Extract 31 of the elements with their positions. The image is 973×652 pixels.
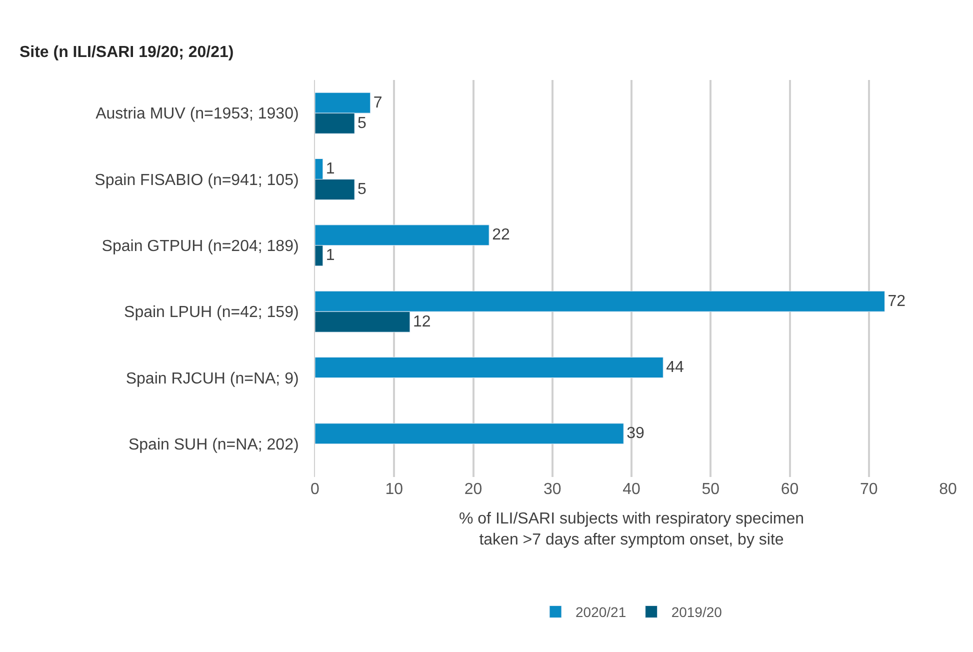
y-tick-label: Spain GTPUH (n=204; 189) <box>102 238 299 256</box>
bar <box>315 423 624 444</box>
x-tick-label: 50 <box>702 481 720 498</box>
data-label: 72 <box>888 292 906 310</box>
data-label: 12 <box>412 313 431 330</box>
data-label: 44 <box>666 358 684 376</box>
data-label: 5 <box>358 181 367 198</box>
y-tick-label: Austria MUV (n=1953; 1930) <box>96 106 299 123</box>
x-tick-label: 40 <box>622 481 640 498</box>
x-axis-title: % of ILI/SARI subjects with respiratory specimen taken >7 days after symptom onset, by site <box>458 510 804 548</box>
text: Site (n ILI/SARI 19/20; 20/21) <box>19 44 234 61</box>
x-tick-label: 30 <box>543 481 562 498</box>
data-label: 1 <box>326 247 335 264</box>
legend-label: 2020/21 <box>576 604 626 620</box>
data-label: 39 <box>626 425 644 442</box>
x-tick-label: 60 <box>780 481 799 498</box>
data-label: 1 <box>326 160 335 178</box>
x-tick-label: 10 <box>385 481 404 498</box>
x-tick-label: 70 <box>860 481 878 498</box>
data-label: 5 <box>358 114 367 132</box>
legend-label: 2019/20 <box>671 604 722 620</box>
y-tick-label: Spain FISABIO (n=941; 105) <box>94 172 299 189</box>
x-tick-label: 0 <box>310 481 320 498</box>
data-label: 7 <box>373 94 382 112</box>
y-tick-label: Spain RJCUH (n=NA; 9) <box>126 370 299 388</box>
x-tick-label: 20 <box>464 481 482 498</box>
bar <box>315 356 664 378</box>
data-label: 22 <box>492 226 510 244</box>
y-tick-label: Spain SUH (n=NA; 202) <box>128 436 299 454</box>
y-tick-label: Spain LPUH (n=42; 159) <box>124 304 299 322</box>
x-tick-label: 80 <box>939 481 957 498</box>
